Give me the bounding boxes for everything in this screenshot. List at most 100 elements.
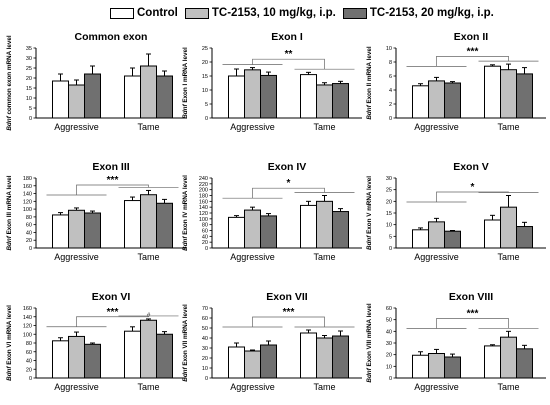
y-axis-label: Bdnf Exon III mRNA level <box>6 175 13 250</box>
x-tick-label: Tame <box>497 252 519 262</box>
y-tick-label: 60 <box>202 229 208 235</box>
y-tick-label: 0 <box>389 376 392 382</box>
y-tick-label: 0 <box>205 246 208 252</box>
y-axis-label-gene: Bdnf <box>6 366 13 381</box>
bar <box>316 200 333 249</box>
bar <box>516 348 533 379</box>
y-tick-label: 4 <box>389 88 392 94</box>
bar <box>124 75 141 119</box>
significance-bracket <box>252 316 325 327</box>
y-tick-label: 25 <box>26 66 32 72</box>
bar <box>300 74 317 119</box>
bar <box>516 73 533 119</box>
y-tick-label: 160 <box>23 306 32 312</box>
y-axis-label: Bdnf Exon I mRNA level <box>182 47 189 119</box>
y-tick-label: 10 <box>202 88 208 94</box>
bar <box>316 337 333 379</box>
y-axis-label-text: Exon II mRNA level <box>366 46 373 105</box>
y-tick-label: 30 <box>202 346 208 352</box>
bar <box>244 350 261 379</box>
x-tick-label: Aggressive <box>54 252 99 262</box>
bar <box>156 333 173 379</box>
y-tick-label: 30 <box>386 341 392 347</box>
bar <box>300 204 317 249</box>
significance-label: * <box>471 182 475 193</box>
legend-swatch-tc2153-10 <box>184 7 209 19</box>
significance-bracket <box>252 187 325 199</box>
significance-bracket <box>252 58 325 70</box>
bar <box>484 345 501 379</box>
y-tick-label: 40 <box>26 230 32 236</box>
y-tick-label: 15 <box>26 86 32 92</box>
bar <box>84 212 101 249</box>
y-tick-label: 0 <box>205 376 208 382</box>
panel-3: Exon II Bdnf Exon II mRNA level 0 2 4 6 8 10 Agg… <box>366 31 546 132</box>
x-tick-label: Aggressive <box>54 122 99 132</box>
bar <box>484 65 501 119</box>
significance-label: *** <box>467 309 479 320</box>
significance-bracket <box>436 191 509 202</box>
y-axis-label: Bdnf Exon V mRNA level <box>366 176 373 250</box>
significance-label: *** <box>283 307 295 318</box>
y-axis-label-text: Exon VI mRNA level <box>6 305 13 367</box>
panel-8: Exon VII Bdnf Exon VII mRNA level 0 10 20 30 4… <box>182 291 362 392</box>
legend: Control TC-2153, 10 mg/kg, i.p. TC-2153,… <box>110 4 542 22</box>
bar <box>332 83 349 119</box>
y-tick-label: 20 <box>386 199 392 205</box>
bar <box>260 74 277 119</box>
bar <box>412 229 429 249</box>
bar <box>412 85 429 119</box>
bar <box>124 330 141 379</box>
legend-item-tc2153-10: TC-2153, 10 mg/kg, i.p. <box>184 7 336 19</box>
legend-label-tc2153-20: TC-2153, 20 mg/kg, i.p. <box>369 7 494 19</box>
y-tick-label: 20 <box>202 356 208 362</box>
significance-bracket <box>76 315 149 327</box>
bar <box>84 343 101 379</box>
panel-title: Exon VIII <box>449 291 493 303</box>
y-tick-label: 180 <box>23 176 32 182</box>
y-tick-label: 5 <box>29 106 32 112</box>
bar <box>500 206 517 249</box>
significance-bracket <box>436 56 509 67</box>
y-tick-label: 100 <box>23 332 32 338</box>
bar <box>52 80 69 119</box>
bar <box>428 221 445 249</box>
y-tick-label: 80 <box>202 223 208 229</box>
bar <box>140 65 157 119</box>
panel-7: Exon VI Bdnf Exon VI mRNA level 0 20 40 60 80 1… <box>6 291 186 392</box>
panel-title: Exon III <box>92 161 129 173</box>
y-axis-label-gene: Bdnf <box>366 235 373 250</box>
legend-item-tc2153-20: TC-2153, 20 mg/kg, i.p. <box>342 7 494 19</box>
y-tick-label: 180 <box>199 194 208 200</box>
bar <box>444 356 461 379</box>
bar <box>332 335 349 379</box>
x-tick-label: Aggressive <box>414 252 459 262</box>
y-axis-label-gene: Bdnf <box>366 104 373 119</box>
bar <box>140 319 157 379</box>
x-tick-label: Aggressive <box>230 382 275 392</box>
legend-label-control: Control <box>137 7 178 19</box>
y-tick-label: 30 <box>386 176 392 182</box>
y-axis-label: Bdnf Exon VI mRNA level <box>6 305 13 381</box>
y-tick-label: 15 <box>202 74 208 80</box>
y-axis-label-text: Exon VIII mRNA level <box>366 303 373 368</box>
y-tick-label: 20 <box>202 60 208 66</box>
y-tick-label: 120 <box>23 199 32 205</box>
y-axis-label: Bdnf Exon VII mRNA level <box>182 304 189 382</box>
y-tick-label: 60 <box>26 223 32 229</box>
x-tick-label: Tame <box>137 252 159 262</box>
x-tick-label: Tame <box>313 382 335 392</box>
x-tick-label: Aggressive <box>230 252 275 262</box>
y-tick-label: 200 <box>199 188 208 194</box>
significance-label: *** <box>107 307 119 318</box>
legend-item-control: Control <box>110 7 178 19</box>
y-axis-label-gene: Bdnf <box>182 104 189 119</box>
y-tick-label: 60 <box>202 316 208 322</box>
y-tick-label: 8 <box>389 60 392 66</box>
y-tick-label: 40 <box>26 359 32 365</box>
significance-bracket <box>436 318 509 329</box>
marker-label: # <box>147 312 151 319</box>
y-tick-label: 50 <box>386 318 392 324</box>
x-tick-label: Aggressive <box>54 382 99 392</box>
